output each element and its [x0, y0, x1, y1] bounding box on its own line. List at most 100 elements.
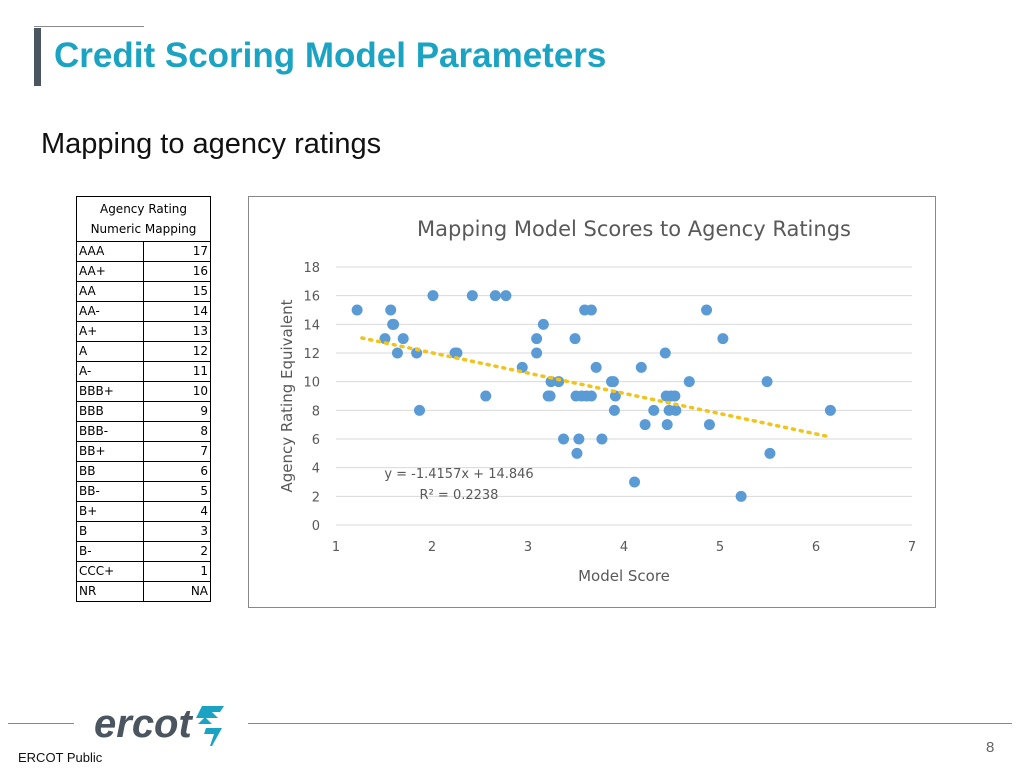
rating-cell: CCC+: [76, 561, 144, 582]
mapping-value-cell: 2: [143, 541, 211, 562]
table-header-line2: Numeric Mapping: [90, 222, 197, 236]
mapping-value-cell: 4: [143, 501, 211, 522]
table-header-line1: Agency Rating: [99, 202, 188, 216]
data-point: [661, 419, 673, 431]
mapping-value-cell: 7: [143, 441, 211, 462]
y-tick-label: 14: [303, 318, 320, 333]
scatter-chart: Mapping Model Scores to Agency Ratings 0 2…: [278, 217, 916, 585]
data-point: [531, 333, 543, 345]
data-point: [659, 347, 671, 359]
page-subtitle: Mapping to agency ratings: [41, 128, 382, 160]
rating-cell: BBB: [76, 401, 144, 422]
data-point: [391, 347, 403, 359]
data-point: [824, 404, 836, 416]
mapping-value-cell: 15: [143, 281, 211, 302]
mapping-value-cell: 10: [143, 381, 211, 402]
footer-rule-right: [248, 723, 1012, 724]
mapping-value-cell: 11: [143, 361, 211, 382]
table-header-row: Agency Rating Numeric Mapping: [76, 196, 211, 242]
data-point: [397, 333, 409, 345]
table-row: BBB 9: [76, 401, 211, 422]
data-point: [585, 304, 597, 316]
rating-cell: BB-: [76, 481, 144, 502]
data-point: [590, 361, 602, 373]
data-point: [500, 290, 512, 302]
title-rule: [34, 26, 144, 27]
mapping-value-cell: 8: [143, 421, 211, 442]
data-point: [545, 376, 557, 388]
data-point: [480, 390, 492, 402]
y-tick-label: 10: [303, 376, 320, 391]
data-point: [573, 433, 585, 445]
data-point: [608, 404, 620, 416]
data-point: [414, 404, 426, 416]
table-row: AAA 17: [76, 241, 211, 262]
data-point: [701, 304, 713, 316]
x-tick-label: 4: [620, 540, 628, 555]
table-row: B+ 4: [76, 501, 211, 522]
rating-cell: AA+: [76, 261, 144, 282]
rating-cell: BBB+: [76, 381, 144, 402]
data-point: [379, 333, 391, 345]
mapping-value-cell: 9: [143, 401, 211, 422]
logo-bolt-icon: [196, 706, 224, 746]
data-point: [571, 447, 583, 459]
x-axis-label: Model Score: [578, 567, 670, 585]
logo-wordmark: ercot: [94, 702, 193, 746]
data-point: [451, 347, 463, 359]
data-point: [635, 361, 647, 373]
footer-rule-left: [8, 723, 74, 724]
table-row: CCC+ 1: [76, 561, 211, 582]
page-number: 8: [986, 739, 995, 756]
data-point: [585, 390, 597, 402]
data-point: [609, 390, 621, 402]
table-row: A 12: [76, 341, 211, 362]
table-header: Agency Rating Numeric Mapping: [76, 196, 211, 242]
rating-cell: A+: [76, 321, 144, 342]
mapping-value-cell: 14: [143, 301, 211, 322]
chart-container: Mapping Model Scores to Agency Ratings 0 2…: [248, 196, 936, 608]
table-row: A- 11: [76, 361, 211, 382]
rating-cell: B: [76, 521, 144, 542]
y-tick-label: 12: [303, 347, 320, 362]
x-tick-label: 5: [716, 540, 724, 555]
rating-cell: NR: [76, 581, 144, 602]
x-tick-label: 1: [332, 540, 340, 555]
x-tick-label: 6: [812, 540, 820, 555]
y-tick-label: 18: [303, 261, 320, 276]
table-row: BBB+ 10: [76, 381, 211, 402]
trendline-equation: y = -1.4157x + 14.846: [384, 467, 533, 482]
data-point: [639, 419, 651, 431]
table-row: BBB- 8: [76, 421, 211, 442]
mapping-value-cell: 3: [143, 521, 211, 542]
mapping-value-cell: 6: [143, 461, 211, 482]
x-tick-label: 2: [428, 540, 436, 555]
rating-cell: BBB-: [76, 421, 144, 442]
data-point: [703, 419, 715, 431]
data-point: [537, 318, 549, 330]
data-point: [351, 304, 363, 316]
rating-cell: AA: [76, 281, 144, 302]
table-row: BB 6: [76, 461, 211, 482]
rating-cell: A-: [76, 361, 144, 382]
y-tick-label: 16: [303, 290, 320, 305]
y-axis-label: Agency Rating Equivalent: [278, 299, 296, 492]
data-point: [388, 318, 400, 330]
data-point: [607, 376, 619, 388]
trendline-r-squared: R² = 0.2238: [420, 488, 499, 503]
mapping-value-cell: 13: [143, 321, 211, 342]
y-tick-label: 2: [312, 490, 320, 505]
table-row: B- 2: [76, 541, 211, 562]
data-point: [466, 290, 478, 302]
classification-label: ERCOT Public: [18, 750, 103, 765]
table-row: NR NA: [76, 581, 211, 602]
data-point: [544, 390, 556, 402]
data-point: [558, 433, 570, 445]
data-point: [761, 376, 773, 388]
title-accent-bar: [34, 28, 41, 86]
mapping-value-cell: 16: [143, 261, 211, 282]
rating-cell: AAA: [76, 241, 144, 262]
data-point: [683, 376, 695, 388]
mapping-value-cell: NA: [143, 581, 211, 602]
